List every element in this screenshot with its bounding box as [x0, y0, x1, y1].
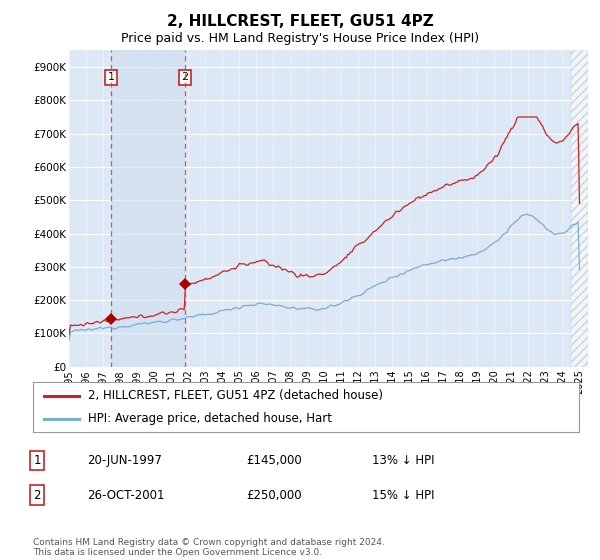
- Text: 2, HILLCREST, FLEET, GU51 4PZ (detached house): 2, HILLCREST, FLEET, GU51 4PZ (detached …: [88, 389, 383, 402]
- Text: 1: 1: [107, 72, 115, 82]
- Text: 15% ↓ HPI: 15% ↓ HPI: [372, 488, 434, 502]
- Text: 2, HILLCREST, FLEET, GU51 4PZ: 2, HILLCREST, FLEET, GU51 4PZ: [167, 14, 433, 29]
- Text: 13% ↓ HPI: 13% ↓ HPI: [372, 454, 434, 467]
- Text: 1: 1: [34, 454, 41, 467]
- Text: £145,000: £145,000: [246, 454, 302, 467]
- Text: £250,000: £250,000: [246, 488, 302, 502]
- Bar: [571, 50, 588, 367]
- Text: HPI: Average price, detached house, Hart: HPI: Average price, detached house, Hart: [88, 412, 332, 425]
- Text: 20-JUN-1997: 20-JUN-1997: [87, 454, 162, 467]
- Text: Contains HM Land Registry data © Crown copyright and database right 2024.
This d: Contains HM Land Registry data © Crown c…: [33, 538, 385, 557]
- Text: 26-OCT-2001: 26-OCT-2001: [87, 488, 164, 502]
- Bar: [111, 50, 185, 367]
- Text: Price paid vs. HM Land Registry's House Price Index (HPI): Price paid vs. HM Land Registry's House …: [121, 32, 479, 45]
- Text: 2: 2: [181, 72, 188, 82]
- Text: 2: 2: [34, 488, 41, 502]
